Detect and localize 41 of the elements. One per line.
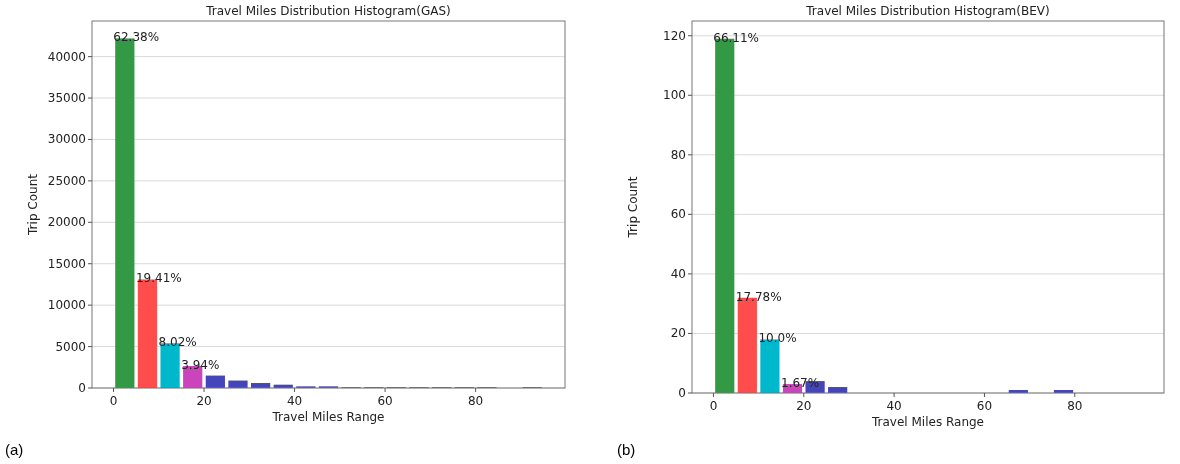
y-axis-title: Trip Count [26,173,40,236]
y-tick-label: 10000 [47,298,86,313]
x-tick-label: 40 [286,394,303,408]
x-tick-label: 0 [109,394,118,408]
x-tick-label: 60 [377,394,393,408]
x-tick-label: 80 [1067,399,1083,413]
x-tick-label: 80 [467,394,484,408]
y-tick-label: 80 [670,147,686,162]
y-axis-title: Trip Count [626,176,640,239]
y-tick-label: 30000 [47,132,86,147]
y-tick-label: 0 [78,381,86,395]
chart-title: Travel Miles Distribution Histogram(BEV) [805,4,1050,18]
annotation: 8.02% [158,335,197,350]
annotation: 62.38% [113,30,160,45]
y-tick-label: 15000 [47,256,86,271]
annotation: 1.67% [781,376,820,391]
annotation: 19.41% [135,271,182,286]
x-tick-label: 20 [196,394,212,408]
y-tick-label: 25000 [47,173,86,188]
annotation: 17.78% [735,289,782,304]
x-tick-label: 60 [976,399,993,413]
chart-title: Travel Miles Distribution Histogram(GAS) [205,4,451,18]
x-axis-title: Travel Miles Range [871,415,984,429]
y-tick-label: 35000 [47,91,86,106]
y-tick-label: 20 [670,326,686,341]
x-axis-title: Travel Miles Range [271,410,385,424]
y-tick-label: 120 [663,28,686,43]
y-tick-label: 100 [663,88,686,103]
x-tick-label: 20 [796,399,812,413]
text: (a) [5,441,24,458]
annotation: 66.11% [713,30,760,45]
y-tick-label: 5000 [55,339,86,354]
y-tick-label: 40000 [47,49,86,64]
y-tick-label: 20000 [47,215,86,230]
x-tick-label: 40 [886,399,902,413]
text: (b) [617,441,636,458]
y-tick-label: 60 [670,207,686,222]
y-tick-label: 40 [670,266,686,281]
x-tick-label: 0 [709,399,718,413]
annotation: 3.94% [181,358,220,373]
annotation: 10.0% [758,331,797,346]
